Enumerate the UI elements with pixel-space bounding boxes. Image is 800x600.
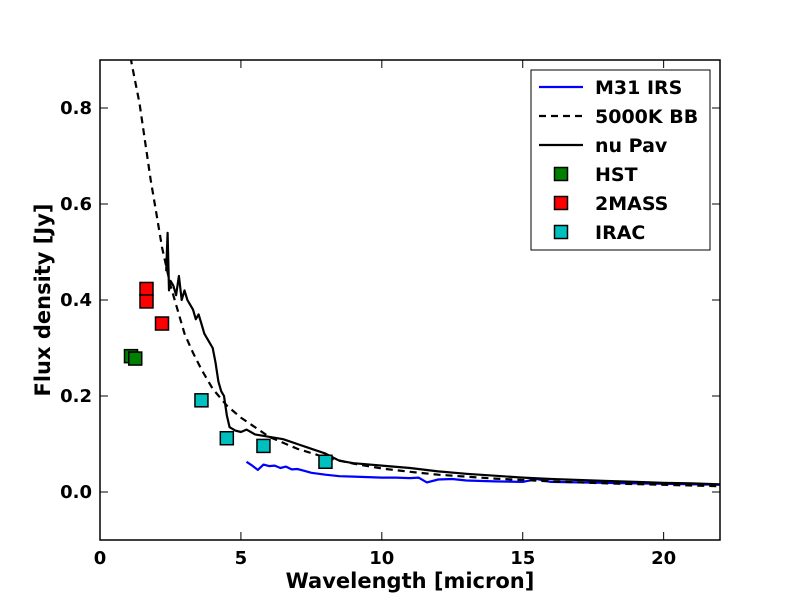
y-tick-label: 0.6 [60, 194, 92, 215]
legend-label-hst: HST [595, 164, 638, 186]
legend-label-2mass: 2MASS [595, 193, 668, 215]
x-tick-label: 0 [94, 548, 107, 569]
data-point-irac [318, 454, 333, 470]
data-point-2mass [139, 294, 154, 309]
legend-swatch-irac [553, 224, 569, 240]
legend-swatch-2mass [553, 195, 569, 211]
legend-label-m31-irs: M31 IRS [595, 77, 682, 99]
legend-label-5000k-bb: 5000K BB [595, 106, 698, 128]
series-line-nu-pav [165, 231, 720, 486]
y-tick-label: 0.2 [60, 386, 92, 407]
legend-label-irac: IRAC [595, 222, 645, 244]
x-tick-label: 5 [235, 548, 248, 569]
axis-layer: 0 5 10 15 20 0.0 0.2 0.4 0.6 0.8 [60, 60, 720, 569]
x-axis-label: Wavelength [micron] [286, 569, 535, 593]
legend-label-nu-pav: nu Pav [595, 135, 668, 157]
y-tick-label: 0.0 [60, 482, 92, 503]
y-tick-label: 0.4 [60, 290, 92, 311]
series-layer [123, 60, 720, 488]
y-axis-label: Flux density [Jy] [31, 203, 55, 396]
y-tick-label: 0.8 [60, 98, 92, 119]
legend-box [530, 69, 711, 251]
legend-swatch-hst [553, 166, 569, 182]
series-line-m31-irs [245, 460, 720, 486]
data-point-hst [127, 351, 143, 366]
x-tick-label: 10 [369, 548, 394, 569]
series-line-5000k-bb [129, 60, 720, 488]
data-point-irac [194, 393, 209, 408]
legend: M31 IRS 5000K BB nu Pav HST 2MASS IRAC [530, 69, 711, 251]
data-point-2mass [154, 316, 170, 331]
data-point-irac [219, 430, 235, 446]
x-tick-label: 20 [651, 548, 676, 569]
x-tick-label: 15 [510, 548, 535, 569]
data-point-irac [256, 438, 271, 454]
data-point-2mass [139, 281, 154, 297]
